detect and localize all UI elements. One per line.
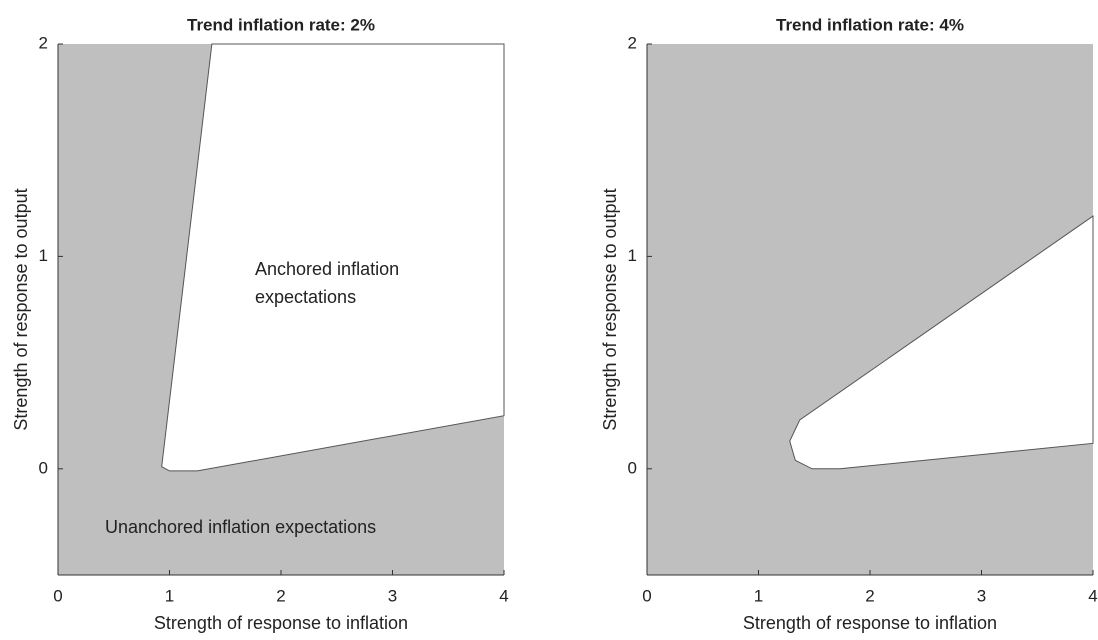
y-tick-label: 2 <box>39 33 48 52</box>
x-tick-label: 2 <box>865 586 874 605</box>
x-tick-label: 0 <box>642 586 651 605</box>
chart-title: Trend inflation rate: 4% <box>776 15 964 34</box>
annotation: Unanchored inflation expectations <box>105 517 376 537</box>
anchored-region <box>789 215 1094 470</box>
x-tick-label: 4 <box>1088 586 1097 605</box>
x-tick-label: 4 <box>499 586 508 605</box>
anchored-region <box>161 43 505 472</box>
y-tick-label: 0 <box>39 458 48 477</box>
x-tick-label: 1 <box>754 586 763 605</box>
x-tick-label: 2 <box>276 586 285 605</box>
y-axis-label: Strength of response to output <box>11 188 31 430</box>
y-tick-label: 1 <box>628 246 637 265</box>
x-axis-label: Strength of response to inflation <box>154 613 408 633</box>
annotation: Anchored inflation <box>255 259 399 279</box>
x-tick-label: 3 <box>388 586 397 605</box>
y-tick-label: 1 <box>39 246 48 265</box>
chart-title: Trend inflation rate: 2% <box>187 15 375 34</box>
y-tick-label: 0 <box>628 458 637 477</box>
y-axis-label: Strength of response to output <box>600 188 620 430</box>
x-tick-label: 1 <box>165 586 174 605</box>
x-tick-label: 3 <box>977 586 986 605</box>
x-tick-label: 0 <box>53 586 62 605</box>
x-axis-label: Strength of response to inflation <box>743 613 997 633</box>
annotation: expectations <box>255 287 356 307</box>
y-tick-label: 2 <box>628 33 637 52</box>
